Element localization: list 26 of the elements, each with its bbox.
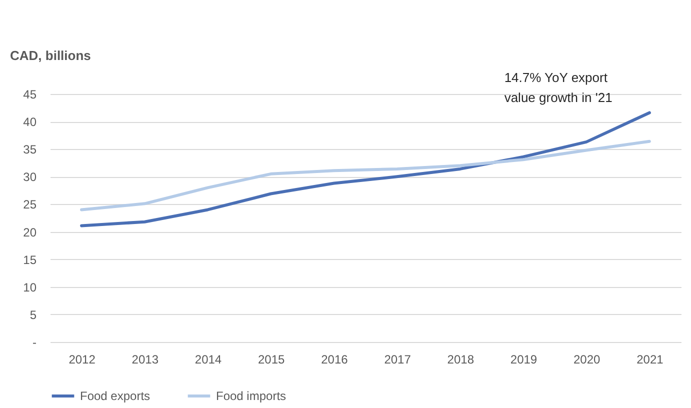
legend-label: Food exports: [80, 389, 150, 403]
y-tick-label: -: [32, 336, 36, 350]
y-tick-label: 10: [23, 280, 37, 294]
y-tick-label: 30: [23, 170, 37, 184]
x-tick-label: 2014: [194, 352, 222, 366]
x-tick-label: 2020: [574, 352, 601, 366]
x-tick-label: 2017: [384, 352, 412, 366]
x-tick-label: 2018: [447, 352, 474, 366]
line-series: [80, 111, 651, 228]
annotation: 14.7% YoY export value growth in '21: [504, 70, 612, 105]
y-tick-label: 5: [30, 308, 37, 322]
y-tick-label: 40: [23, 115, 37, 130]
y-axis-title: CAD, billions: [10, 48, 91, 63]
legend-label: Food imports: [216, 389, 286, 403]
y-tick-label: 35: [23, 142, 37, 157]
x-tick-label: 2019: [510, 352, 538, 366]
x-tick-label: 2015: [258, 352, 286, 366]
y-tick-label: 20: [23, 225, 37, 240]
x-tick-label: 2012: [68, 352, 96, 366]
x-tick-label: 2021: [636, 352, 664, 366]
x-tick-label: 2016: [321, 352, 348, 366]
line-series: [80, 140, 651, 212]
y-tick-label: 15: [23, 252, 37, 267]
y-tick-label: 25: [23, 198, 37, 212]
x-tick-label: 2013: [132, 352, 159, 366]
y-tick-label: 45: [23, 88, 37, 102]
